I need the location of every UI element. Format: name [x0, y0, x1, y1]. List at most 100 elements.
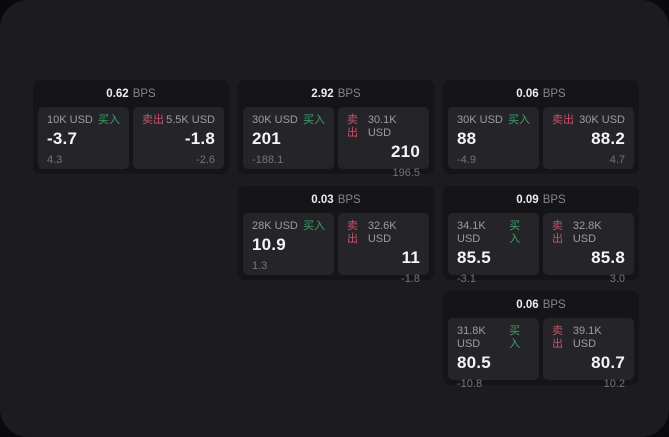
buy-delta: 4.3	[47, 154, 63, 166]
card-header: 0.06 BPS	[443, 291, 639, 318]
bps-unit: BPS	[542, 298, 566, 311]
buy-amount: 30K USD	[457, 114, 503, 126]
buy-panel[interactable]: 31.8K USD 买入 80.5 -10.8	[448, 318, 539, 390]
sell-price: 11	[401, 248, 420, 267]
card-header: 0.03 BPS	[238, 186, 434, 213]
sell-delta: -1.8	[401, 273, 420, 285]
buy-panel-top: 31.8K USD 买入	[457, 325, 530, 351]
sell-delta: 10.2	[603, 378, 625, 390]
sell-amount: 32.6K USD	[367, 220, 397, 245]
sell-delta: 3.0	[609, 273, 625, 285]
bps-value: 0.62	[106, 87, 129, 100]
sell-price: 80.7	[591, 353, 625, 372]
sell-panel-top: 卖出 32.8K USD	[552, 220, 625, 246]
bps-unit: BPS	[337, 193, 361, 206]
buy-panel-top: 10K USD 买入	[47, 114, 120, 127]
card-header: 0.06 BPS	[443, 80, 639, 107]
bps-unit: BPS	[542, 193, 566, 206]
bps-unit: BPS	[542, 87, 566, 100]
sell-delta: -2.6	[196, 154, 215, 166]
sell-panel[interactable]: 卖出 39.1K USD 80.7 10.2	[543, 318, 634, 390]
sell-amount: 39.1K USD	[572, 325, 602, 350]
buy-panel[interactable]: 30K USD 买入 88 -4.9	[448, 107, 539, 169]
bps-value: 0.06	[516, 298, 539, 311]
buy-label: 买入	[509, 325, 521, 350]
sell-panel[interactable]: 卖出 30.1K USD 210 196.5	[338, 107, 429, 179]
buy-panel-top: 30K USD 买入	[252, 114, 325, 127]
buy-amount: 30K USD	[252, 114, 298, 126]
buy-delta: -10.8	[457, 378, 483, 390]
buy-panel-top: 28K USD 买入	[252, 220, 325, 233]
bps-value: 2.92	[311, 87, 334, 100]
sell-price: 88.2	[591, 129, 625, 148]
sell-label: 卖出	[552, 325, 563, 350]
sell-panel[interactable]: 卖出 32.6K USD 11 -1.8	[338, 213, 429, 285]
card-body: 28K USD 买入 10.9 1.3 卖出 32.6K USD 11 -1.8	[238, 213, 434, 285]
quote-card: 0.09 BPS 34.1K USD 买入 85.5 -3.1 卖出 32.8K…	[443, 186, 639, 285]
buy-amount: 34.1K USD	[457, 220, 486, 245]
sell-amount: 30K USD	[579, 114, 625, 126]
sell-panel[interactable]: 卖出 32.8K USD 85.8 3.0	[543, 213, 634, 285]
card-header: 0.62 BPS	[33, 80, 229, 107]
bps-unit: BPS	[337, 87, 361, 100]
sell-price: 210	[391, 142, 420, 161]
bps-value: 0.03	[311, 193, 334, 206]
sell-panel-top: 卖出 32.6K USD	[347, 220, 420, 246]
buy-panel-top: 34.1K USD 买入	[457, 220, 530, 246]
sell-panel-top: 卖出 5.5K USD	[142, 114, 215, 127]
sell-delta: 196.5	[392, 167, 420, 179]
quote-card: 0.62 BPS 10K USD 买入 -3.7 4.3 卖出 5.5K USD…	[33, 80, 229, 174]
buy-panel[interactable]: 10K USD 买入 -3.7 4.3	[38, 107, 129, 169]
sell-price: 85.8	[591, 248, 625, 267]
buy-price: 201	[252, 129, 281, 148]
buy-delta: -3.1	[457, 273, 476, 285]
card-body: 10K USD 买入 -3.7 4.3 卖出 5.5K USD -1.8 -2.…	[33, 107, 229, 174]
sell-label: 卖出	[552, 114, 574, 126]
buy-amount: 28K USD	[252, 220, 298, 232]
buy-label: 买入	[303, 220, 325, 232]
sell-amount: 5.5K USD	[166, 114, 215, 126]
buy-delta: 1.3	[252, 260, 268, 272]
buy-panel[interactable]: 28K USD 买入 10.9 1.3	[243, 213, 334, 275]
sell-label: 卖出	[552, 220, 563, 245]
quote-card: 0.06 BPS 30K USD 买入 88 -4.9 卖出 30K USD 8…	[443, 80, 639, 174]
sell-label: 卖出	[142, 114, 164, 126]
buy-price: -3.7	[47, 129, 78, 148]
buy-label: 买入	[98, 114, 120, 126]
quote-card: 0.06 BPS 31.8K USD 买入 80.5 -10.8 卖出 39.1…	[443, 291, 639, 390]
buy-label: 买入	[303, 114, 325, 126]
buy-price: 88	[457, 129, 477, 148]
card-header: 2.92 BPS	[238, 80, 434, 107]
sell-amount: 30.1K USD	[367, 114, 397, 139]
sell-panel-top: 卖出 30.1K USD	[347, 114, 420, 140]
buy-price: 80.5	[457, 353, 491, 372]
sell-delta: 4.7	[609, 154, 625, 166]
buy-label: 买入	[508, 114, 530, 126]
sell-amount: 32.8K USD	[572, 220, 602, 245]
buy-amount: 31.8K USD	[457, 325, 486, 350]
buy-panel-top: 30K USD 买入	[457, 114, 530, 127]
quote-card: 0.03 BPS 28K USD 买入 10.9 1.3 卖出 32.6K US…	[238, 186, 434, 285]
card-header: 0.09 BPS	[443, 186, 639, 213]
buy-label: 买入	[509, 220, 521, 245]
sell-panel[interactable]: 卖出 30K USD 88.2 4.7	[543, 107, 634, 169]
quote-card: 2.92 BPS 30K USD 买入 201 -188.1 卖出 30.1K …	[238, 80, 434, 179]
sell-panel[interactable]: 卖出 5.5K USD -1.8 -2.6	[133, 107, 224, 169]
buy-price: 10.9	[252, 235, 286, 254]
card-body: 30K USD 买入 88 -4.9 卖出 30K USD 88.2 4.7	[443, 107, 639, 174]
bps-value: 0.09	[516, 193, 539, 206]
buy-price: 85.5	[457, 248, 491, 267]
sell-label: 卖出	[347, 114, 358, 139]
card-body: 30K USD 买入 201 -188.1 卖出 30.1K USD 210 1…	[238, 107, 434, 179]
buy-panel[interactable]: 30K USD 买入 201 -188.1	[243, 107, 334, 169]
bps-value: 0.06	[516, 87, 539, 100]
buy-amount: 10K USD	[47, 114, 93, 126]
sell-panel-top: 卖出 30K USD	[552, 114, 625, 127]
buy-panel[interactable]: 34.1K USD 买入 85.5 -3.1	[448, 213, 539, 285]
bps-unit: BPS	[132, 87, 156, 100]
sell-price: -1.8	[184, 129, 215, 148]
buy-delta: -188.1	[252, 154, 284, 166]
card-body: 31.8K USD 买入 80.5 -10.8 卖出 39.1K USD 80.…	[443, 318, 639, 390]
